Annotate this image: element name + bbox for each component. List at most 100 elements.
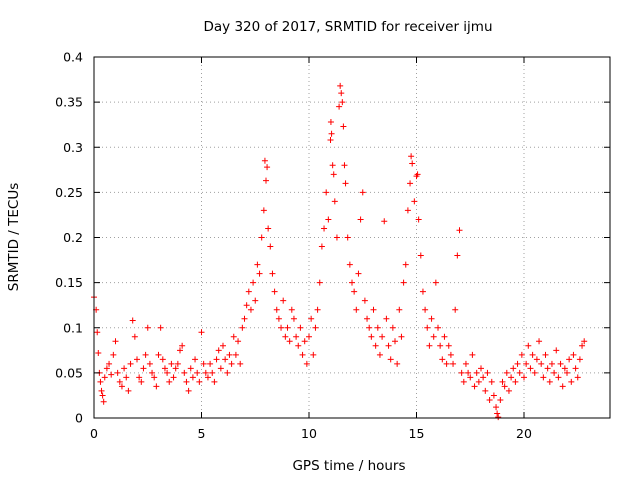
data-point xyxy=(329,162,336,169)
data-point xyxy=(379,333,386,340)
data-point xyxy=(177,347,183,354)
data-point xyxy=(415,216,422,223)
data-point xyxy=(131,333,138,340)
data-point xyxy=(443,360,450,367)
data-point xyxy=(129,317,136,324)
data-point xyxy=(174,360,181,367)
data-point xyxy=(142,351,149,358)
data-point xyxy=(235,338,242,345)
data-point xyxy=(323,189,330,196)
data-point xyxy=(566,356,573,363)
data-point xyxy=(267,243,274,250)
data-point xyxy=(531,369,538,376)
data-points xyxy=(91,82,588,421)
data-point xyxy=(357,216,364,223)
data-point xyxy=(110,351,117,358)
data-point xyxy=(261,157,268,164)
data-point xyxy=(361,297,368,304)
x-tick-label: 10 xyxy=(301,426,317,441)
data-point xyxy=(366,324,373,331)
data-point xyxy=(447,351,454,358)
y-tick-labels: 0 0.05 0.1 0.15 0.2 0.25 0.3 0.35 0.4 xyxy=(55,50,83,426)
data-point xyxy=(525,342,532,349)
data-point xyxy=(284,324,291,331)
data-point xyxy=(303,360,310,367)
data-point xyxy=(247,306,254,313)
data-point xyxy=(521,374,527,381)
data-point xyxy=(316,279,323,286)
y-tick-label: 0 xyxy=(75,411,83,426)
data-point xyxy=(439,356,446,363)
data-point xyxy=(179,342,186,349)
data-point xyxy=(327,137,334,144)
data-point xyxy=(411,198,418,205)
data-point xyxy=(396,306,403,313)
data-point xyxy=(344,234,351,241)
data-point xyxy=(318,243,325,250)
data-point xyxy=(340,123,347,130)
data-point xyxy=(486,396,493,403)
data-point xyxy=(168,360,175,367)
data-point xyxy=(134,356,140,363)
data-point xyxy=(295,342,302,349)
data-point xyxy=(551,369,558,376)
data-point xyxy=(349,279,355,286)
data-point xyxy=(114,369,121,376)
data-point xyxy=(181,369,188,376)
data-point xyxy=(376,351,383,358)
data-point xyxy=(237,360,244,367)
data-point xyxy=(331,198,338,205)
data-point xyxy=(544,365,551,372)
data-point xyxy=(398,333,405,340)
data-point xyxy=(473,369,480,376)
data-point xyxy=(402,261,409,268)
axis-ticks xyxy=(93,56,610,419)
data-point xyxy=(533,356,540,363)
data-point xyxy=(256,270,263,277)
data-point xyxy=(503,369,510,376)
data-point xyxy=(258,234,265,241)
data-point xyxy=(422,306,429,313)
data-point xyxy=(555,374,562,381)
data-point xyxy=(278,324,285,331)
data-point xyxy=(138,378,145,385)
data-point xyxy=(230,333,237,340)
data-point xyxy=(559,383,566,390)
data-point xyxy=(166,378,173,385)
data-point xyxy=(469,351,476,358)
data-point xyxy=(254,261,261,268)
data-point xyxy=(95,350,102,357)
data-point xyxy=(232,351,239,358)
data-point xyxy=(428,315,435,322)
data-point xyxy=(336,103,343,110)
y-tick-label: 0.2 xyxy=(63,230,83,245)
data-point xyxy=(293,333,300,340)
data-point xyxy=(426,342,433,349)
data-point xyxy=(286,338,293,345)
data-point xyxy=(494,410,501,417)
data-point xyxy=(200,360,207,367)
data-point xyxy=(394,360,401,367)
data-point xyxy=(312,324,319,331)
data-point xyxy=(514,360,521,367)
data-point xyxy=(570,351,577,358)
data-point xyxy=(546,378,553,385)
data-point xyxy=(330,171,337,178)
data-point xyxy=(213,356,220,363)
data-point xyxy=(252,297,259,304)
data-point xyxy=(100,398,107,405)
data-point xyxy=(220,342,226,349)
data-point xyxy=(290,315,297,322)
data-point xyxy=(280,297,287,304)
data-point xyxy=(478,365,484,372)
data-point xyxy=(140,365,147,372)
data-point xyxy=(510,365,517,372)
data-point xyxy=(404,207,411,214)
data-point xyxy=(325,216,332,223)
data-point xyxy=(495,414,502,421)
data-point xyxy=(462,360,469,367)
data-point xyxy=(159,356,166,363)
data-point xyxy=(155,351,162,358)
data-point xyxy=(103,365,110,372)
